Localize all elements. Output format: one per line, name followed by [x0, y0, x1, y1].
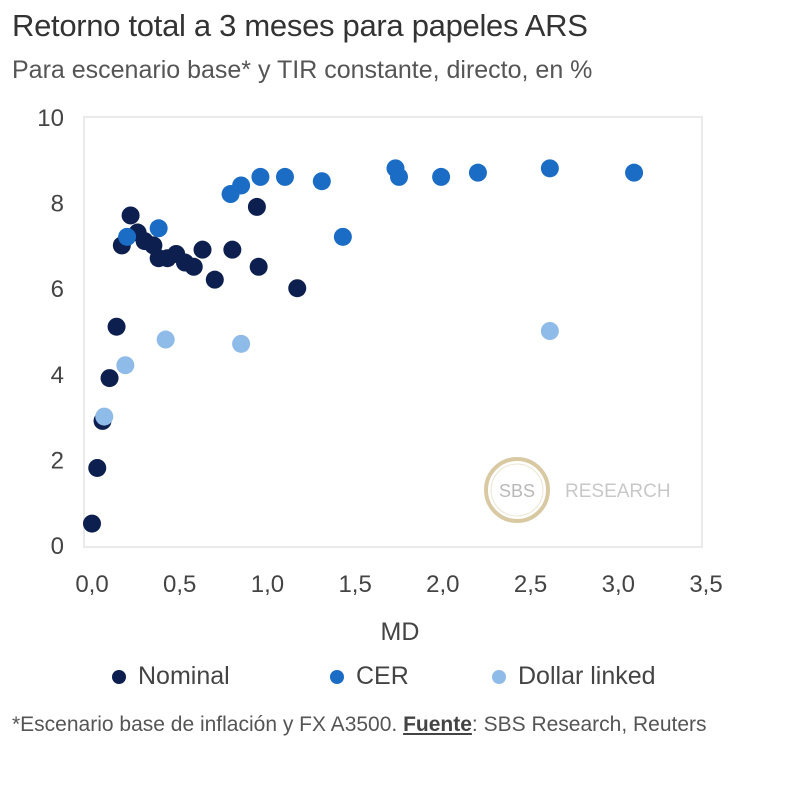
data-point-cer: [149, 219, 168, 238]
footnote-text: *Escenario base de inflación y FX A3500.: [12, 713, 404, 736]
x-tick-label: 1,0: [251, 571, 284, 598]
x-tick-label: 3,5: [689, 571, 722, 598]
data-point-cer: [390, 167, 408, 186]
data-point-nominal: [83, 514, 101, 533]
legend-item-dollar-linked: Dollar linked: [492, 662, 656, 691]
data-point-nominal: [193, 240, 212, 259]
footnote-sources: : SBS Research, Reuters: [471, 713, 707, 736]
data-point-cer: [432, 167, 451, 186]
data-point-cer: [232, 176, 251, 195]
y-tick-label: 2: [51, 447, 64, 474]
legend-item-cer: CER: [330, 662, 409, 691]
data-point-cer: [275, 167, 294, 186]
data-point-nominal: [247, 197, 266, 216]
data-point-nominal: [121, 206, 140, 225]
x-axis-ticks: 0,0 0,5 1,0 1,5 2,0 2,5 3,0 3,5: [75, 571, 722, 598]
legend-marker-nominal: [112, 669, 126, 684]
data-point-dollar-linked: [95, 407, 114, 426]
data-points: [83, 159, 644, 533]
data-point-cer: [118, 227, 137, 246]
scatter-chart: SBS RESEARCH 0 2 4 6 8 10 0,0 0,5 1,0 1,5 2,0 2,5 3…: [37, 105, 722, 646]
y-tick-label: 0: [51, 533, 64, 560]
data-point-nominal: [100, 369, 119, 388]
legend-marker-cer: [330, 669, 344, 684]
plot-area: [83, 116, 703, 548]
x-tick-label: 2,0: [426, 571, 459, 598]
chart-title: Retorno total a 3 meses para papeles ARS: [12, 8, 588, 43]
y-tick-label: 6: [51, 276, 64, 303]
x-tick-label: 2,5: [514, 571, 547, 598]
y-tick-label: 4: [51, 362, 64, 389]
data-point-nominal: [288, 279, 307, 298]
footnote: *Escenario base de inflación y FX A3500.…: [12, 708, 792, 742]
y-tick-label: 10: [37, 105, 64, 132]
x-tick-label: 0,5: [163, 571, 196, 598]
data-point-dollar-linked: [232, 334, 251, 353]
x-tick-label: 3,0: [602, 571, 635, 598]
data-point-nominal: [88, 458, 107, 477]
x-tick-label: 0,0: [75, 571, 108, 598]
x-tick-label: 1,5: [338, 571, 371, 598]
legend-label-dollar-linked: Dollar linked: [518, 662, 656, 690]
data-point-nominal: [205, 270, 224, 289]
legend-label-cer: CER: [356, 662, 409, 690]
legend-marker-dollar-linked: [492, 669, 506, 684]
data-point-dollar-linked: [156, 330, 175, 349]
data-point-cer: [251, 167, 270, 186]
data-point-cer: [468, 163, 487, 182]
legend-label-nominal: Nominal: [138, 662, 230, 690]
legend: Nominal CER Dollar linked: [0, 662, 800, 702]
data-point-cer: [312, 172, 331, 191]
legend-item-nominal: Nominal: [112, 662, 230, 691]
x-axis-label: MD: [381, 618, 420, 646]
chart-subtitle: Para escenario base* y TIR constante, di…: [12, 56, 593, 84]
sbs-research-watermark: SBS RESEARCH: [484, 457, 671, 523]
data-point-cer: [625, 163, 644, 182]
research-label: RESEARCH: [565, 481, 671, 502]
data-point-nominal: [249, 257, 268, 276]
source-label: Fuente: [403, 713, 472, 736]
data-point-cer: [540, 159, 559, 178]
data-point-nominal: [223, 240, 242, 259]
y-axis-ticks: 0 2 4 6 8 10: [37, 105, 64, 560]
sbs-badge-inner: [490, 463, 544, 517]
data-point-dollar-linked: [540, 322, 559, 340]
data-point-nominal: [107, 317, 126, 336]
y-tick-label: 8: [51, 191, 64, 218]
data-point-dollar-linked: [116, 356, 135, 375]
sbs-badge-text: SBS: [499, 481, 535, 501]
data-point-nominal: [184, 257, 203, 276]
data-point-cer: [333, 227, 352, 246]
sbs-badge-ring: [484, 457, 550, 523]
